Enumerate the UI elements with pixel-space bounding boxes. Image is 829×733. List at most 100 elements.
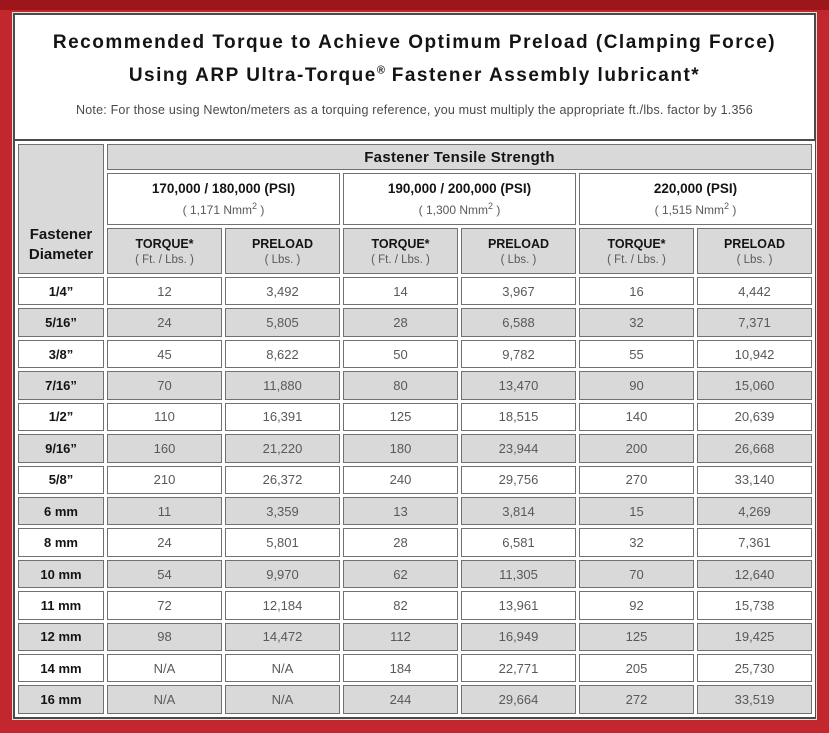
value-cell: 50 (343, 339, 458, 369)
value-cell: 26,372 (225, 465, 340, 494)
value-cell: 28 (343, 308, 458, 337)
value-cell: 4,269 (697, 496, 813, 526)
value-cell: 45 (107, 339, 222, 369)
table-body: 1/4” 12 3,492 14 3,967 16 4,442 5/16” 24 5,805 28 6… (18, 277, 813, 714)
value-cell: 92 (579, 591, 694, 620)
value-cell: 70 (579, 559, 694, 589)
value-cell: 11,305 (461, 559, 576, 589)
preload-column-header: PRELOAD ( Lbs. ) (225, 228, 340, 274)
value-cell: 16,391 (225, 402, 340, 432)
value-cell: 8,622 (225, 339, 340, 369)
value-cell: 210 (107, 465, 222, 494)
value-cell: 98 (107, 622, 222, 652)
value-cell: 16 (579, 277, 694, 306)
value-cell: 11 (107, 496, 222, 526)
value-cell: 19,425 (697, 622, 813, 652)
value-cell: 15 (579, 496, 694, 526)
table-row: 1/2” 110 16,391 125 18,515 140 20,639 (18, 402, 813, 432)
value-cell: 14,472 (225, 622, 340, 652)
value-cell: 112 (343, 622, 458, 652)
table-row: 6 mm 11 3,359 13 3,814 15 4,269 (18, 496, 813, 526)
value-cell: 33,140 (697, 465, 813, 494)
value-cell: 72 (107, 591, 222, 620)
table-row: 10 mm 54 9,970 62 11,305 70 12,640 (18, 559, 813, 589)
value-cell: 13,470 (461, 371, 576, 400)
diameter-cell: 11 mm (18, 591, 104, 620)
diameter-cell: 6 mm (18, 496, 104, 526)
page-title: Recommended Torque to Achieve Optimum Pr… (15, 28, 814, 90)
value-cell: 54 (107, 559, 222, 589)
value-cell: 14 (343, 277, 458, 306)
value-cell: 26,668 (697, 434, 813, 463)
value-cell: 10,942 (697, 339, 813, 369)
value-cell: 205 (579, 654, 694, 683)
table-row: 7/16” 70 11,880 80 13,470 90 15,060 (18, 371, 813, 400)
value-cell: 70 (107, 371, 222, 400)
value-cell: 272 (579, 685, 694, 714)
value-cell: 13 (343, 496, 458, 526)
value-cell: 21,220 (225, 434, 340, 463)
title-line-1: Recommended Torque to Achieve Optimum Pr… (52, 32, 777, 53)
value-cell: 28 (343, 528, 458, 557)
table-row: 12 mm 98 14,472 112 16,949 125 19,425 (18, 622, 813, 652)
diameter-cell: 1/4” (18, 277, 104, 306)
table-row: 1/4” 12 3,492 14 3,967 16 4,442 (18, 277, 813, 306)
table-row: 5/8” 210 26,372 240 29,756 270 33,140 (18, 465, 813, 494)
table-row: 14 mm N/A N/A 184 22,771 205 25,730 (18, 654, 813, 683)
preload-column-header: PRELOAD ( Lbs. ) (697, 228, 813, 274)
diameter-cell: 14 mm (18, 654, 104, 683)
value-cell: 125 (343, 402, 458, 432)
psi-group-row: 170,000 / 180,000 (PSI) ( 1,171 Nmm2 ) 1… (18, 173, 813, 225)
value-cell: 16,949 (461, 622, 576, 652)
torque-table: Fastener Diameter Fastener Tensile Stren… (15, 141, 816, 717)
value-cell: 5,805 (225, 308, 340, 337)
table-row: 9/16” 160 21,220 180 23,944 200 26,668 (18, 434, 813, 463)
value-cell: 82 (343, 591, 458, 620)
value-cell: 18,515 (461, 402, 576, 432)
value-cell: 125 (579, 622, 694, 652)
registered-trademark-symbol: ® (376, 65, 385, 77)
value-cell: 29,756 (461, 465, 576, 494)
value-cell: 32 (579, 308, 694, 337)
table-row: 11 mm 72 12,184 82 13,961 92 15,738 (18, 591, 813, 620)
value-cell: 9,970 (225, 559, 340, 589)
value-cell: 13,961 (461, 591, 576, 620)
diameter-cell: 16 mm (18, 685, 104, 714)
diameter-cell: 3/8” (18, 339, 104, 369)
diameter-cell: 8 mm (18, 528, 104, 557)
diameter-cell: 12 mm (18, 622, 104, 652)
torque-column-header: TORQUE* ( Ft. / Lbs. ) (343, 228, 458, 274)
value-cell: 12 (107, 277, 222, 306)
value-cell: 200 (579, 434, 694, 463)
value-cell: 244 (343, 685, 458, 714)
value-cell: 24 (107, 528, 222, 557)
psi-group-220: 220,000 (PSI) ( 1,515 Nmm2 ) (579, 173, 813, 225)
value-cell: 12,184 (225, 591, 340, 620)
value-cell: 7,361 (697, 528, 813, 557)
value-cell: 7,371 (697, 308, 813, 337)
diameter-cell: 5/8” (18, 465, 104, 494)
psi-group-190-200: 190,000 / 200,000 (PSI) ( 1,300 Nmm2 ) (343, 173, 576, 225)
value-cell: 62 (343, 559, 458, 589)
value-cell: 184 (343, 654, 458, 683)
diameter-cell: 9/16” (18, 434, 104, 463)
diameter-cell: 1/2” (18, 402, 104, 432)
value-cell: N/A (225, 685, 340, 714)
value-cell: 3,359 (225, 496, 340, 526)
content-panel: Recommended Torque to Achieve Optimum Pr… (12, 12, 817, 720)
value-cell: 6,581 (461, 528, 576, 557)
tensile-strength-header: Fastener Tensile Strength (107, 144, 813, 170)
value-cell: 22,771 (461, 654, 576, 683)
value-cell: 12,640 (697, 559, 813, 589)
table-row: 16 mm N/A N/A 244 29,664 272 33,519 (18, 685, 813, 714)
value-cell: 11,880 (225, 371, 340, 400)
value-cell: 20,639 (697, 402, 813, 432)
tensile-strength-row: Fastener Diameter Fastener Tensile Stren… (18, 144, 813, 274)
top-border-strip (0, 0, 829, 10)
value-cell: 23,944 (461, 434, 576, 463)
value-cell: 55 (579, 339, 694, 369)
value-cell: 32 (579, 528, 694, 557)
value-cell: 25,730 (697, 654, 813, 683)
value-cell: 15,738 (697, 591, 813, 620)
value-cell: 80 (343, 371, 458, 400)
